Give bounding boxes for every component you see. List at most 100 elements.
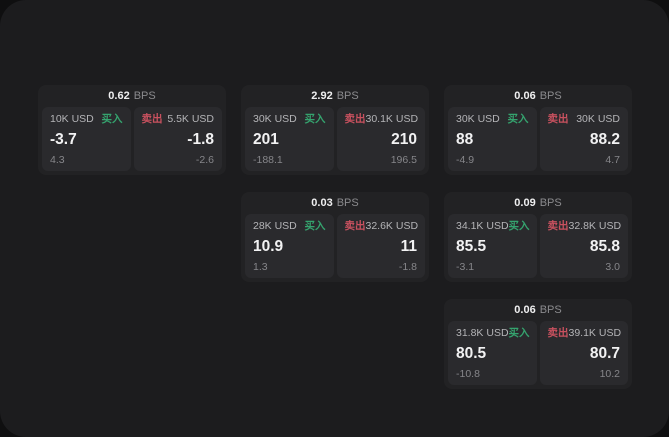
buy-tile[interactable]: 28K USD 买入 10.9 1.3 [245,214,334,278]
buy-sub-value: -10.8 [456,367,480,380]
bps-value: 2.92 [311,89,333,102]
buy-price: -3.7 [50,130,77,148]
quote-card[interactable]: 0.03 BPS 28K USD 买入 10.9 1.3 卖出 32.6K US… [241,192,429,282]
sell-tile[interactable]: 卖出 30.1K USD 210 196.5 [336,107,425,171]
quote-card[interactable]: 0.09 BPS 34.1K USD 买入 85.5 -3.1 卖出 32.8K… [444,192,632,282]
sell-tile-header: 卖出 32.6K USD [344,220,419,232]
buy-amount: 30K USD [456,113,500,125]
sell-sub-value: 3.0 [605,260,620,273]
sell-tile-header: 卖出 5.5K USD [142,114,215,125]
sell-price: 80.7 [589,344,620,362]
sell-tile[interactable]: 卖出 32.6K USD 11 -1.8 [336,214,425,278]
sell-amount: 30K USD [576,113,620,125]
buy-tile[interactable]: 34.1K USD 买入 85.5 -3.1 [448,214,537,278]
sell-sub-value: 4.7 [605,153,620,166]
sell-price: 210 [391,130,417,148]
sell-tile-header: 卖出 30K USD [548,114,621,125]
card-bps-header: 0.09 BPS [444,192,632,214]
bps-unit-label: BPS [133,89,156,102]
buy-amount: 30K USD [253,113,297,125]
sell-tile-header: 卖出 32.8K USD [547,220,622,232]
card-body: 31.8K USD 买入 80.5 -10.8 卖出 39.1K USD 80.… [444,321,632,389]
bps-value: 0.06 [514,303,536,316]
sell-side-label: 卖出 [344,220,366,232]
buy-tile-header: 10K USD 买入 [50,114,123,125]
buy-tile-header: 34.1K USD 买入 [456,220,530,232]
card-bps-header: 0.03 BPS [241,192,429,214]
buy-price: 10.9 [253,237,284,255]
sell-tile[interactable]: 卖出 5.5K USD -1.8 -2.6 [133,107,222,171]
sell-price: 85.8 [589,237,620,255]
bps-value: 0.62 [108,89,130,102]
sell-tile-header: 卖出 30.1K USD [344,113,419,125]
bps-value: 0.09 [514,196,536,209]
sell-sub-value: 196.5 [390,153,417,166]
buy-sub-value: -3.1 [456,260,475,273]
sell-amount: 32.8K USD [568,220,622,232]
buy-side-label: 买入 [507,113,529,125]
card-bps-header: 0.06 BPS [444,299,632,321]
buy-sub-value: -188.1 [253,153,283,166]
buy-amount: 34.1K USD [456,220,509,232]
bps-value: 0.06 [514,89,536,102]
sell-sub-value: -2.6 [195,153,214,166]
sell-side-label: 卖出 [141,113,163,125]
buy-tile[interactable]: 31.8K USD 买入 80.5 -10.8 [448,321,537,385]
quote-card[interactable]: 0.06 BPS 30K USD 买入 88 -4.9 卖出 30K USD 8… [444,85,632,175]
buy-price: 85.5 [456,237,487,255]
buy-side-label: 买入 [101,113,123,125]
card-body: 10K USD 买入 -3.7 4.3 卖出 5.5K USD -1.8 -2.… [38,107,226,175]
sell-tile[interactable]: 卖出 39.1K USD 80.7 10.2 [539,321,628,385]
sell-sub-value: -1.8 [398,260,417,273]
quote-card[interactable]: 2.92 BPS 30K USD 买入 201 -188.1 卖出 30.1K … [241,85,429,175]
buy-price: 88 [456,130,474,148]
sell-side-label: 卖出 [344,113,366,125]
sell-amount: 39.1K USD [568,327,622,339]
buy-tile[interactable]: 30K USD 买入 201 -188.1 [245,107,334,171]
sell-amount: 30.1K USD [365,113,419,125]
card-body: 28K USD 买入 10.9 1.3 卖出 32.6K USD 11 -1.8 [241,214,429,282]
bps-unit-label: BPS [336,196,359,209]
sell-side-label: 卖出 [547,327,569,339]
bps-value: 0.03 [311,196,333,209]
sell-tile-header: 卖出 39.1K USD [547,327,622,339]
buy-sub-value: -4.9 [456,153,475,166]
bps-unit-label: BPS [336,89,359,102]
card-body: 30K USD 买入 88 -4.9 卖出 30K USD 88.2 4.7 [444,107,632,175]
quote-card[interactable]: 0.06 BPS 31.8K USD 买入 80.5 -10.8 卖出 39.1… [444,299,632,389]
card-bps-header: 2.92 BPS [241,85,429,107]
sell-side-label: 卖出 [547,113,569,125]
sell-tile[interactable]: 卖出 32.8K USD 85.8 3.0 [539,214,628,278]
card-bps-header: 0.06 BPS [444,85,632,107]
quote-cards-grid: 0.62 BPS 10K USD 买入 -3.7 4.3 卖出 5.5K USD… [38,85,632,389]
buy-sub-value: 1.3 [253,260,268,273]
buy-tile[interactable]: 10K USD 买入 -3.7 4.3 [42,107,131,171]
buy-tile-header: 30K USD 买入 [253,114,326,125]
buy-tile-header: 28K USD 买入 [253,221,326,232]
sell-sub-value: 10.2 [599,367,620,380]
buy-tile-header: 31.8K USD 买入 [456,327,530,339]
sell-amount: 5.5K USD [167,113,214,125]
bps-unit-label: BPS [539,89,562,102]
buy-tile-header: 30K USD 买入 [456,114,529,125]
card-body: 34.1K USD 买入 85.5 -3.1 卖出 32.8K USD 85.8… [444,214,632,282]
buy-side-label: 买入 [304,220,326,232]
sell-price: -1.8 [187,130,214,148]
buy-tile[interactable]: 30K USD 买入 88 -4.9 [448,107,537,171]
sell-side-label: 卖出 [547,220,569,232]
sell-tile[interactable]: 卖出 30K USD 88.2 4.7 [539,107,628,171]
buy-amount: 31.8K USD [456,327,509,339]
quote-card[interactable]: 0.62 BPS 10K USD 买入 -3.7 4.3 卖出 5.5K USD… [38,85,226,175]
buy-amount: 10K USD [50,113,94,125]
buy-price: 80.5 [456,344,487,362]
buy-amount: 28K USD [253,220,297,232]
bps-unit-label: BPS [539,196,562,209]
card-body: 30K USD 买入 201 -188.1 卖出 30.1K USD 210 1… [241,107,429,175]
buy-side-label: 买入 [304,113,326,125]
buy-price: 201 [253,130,279,148]
sell-price: 11 [400,237,417,255]
sell-price: 88.2 [589,130,620,148]
card-bps-header: 0.62 BPS [38,85,226,107]
buy-side-label: 买入 [508,220,530,232]
